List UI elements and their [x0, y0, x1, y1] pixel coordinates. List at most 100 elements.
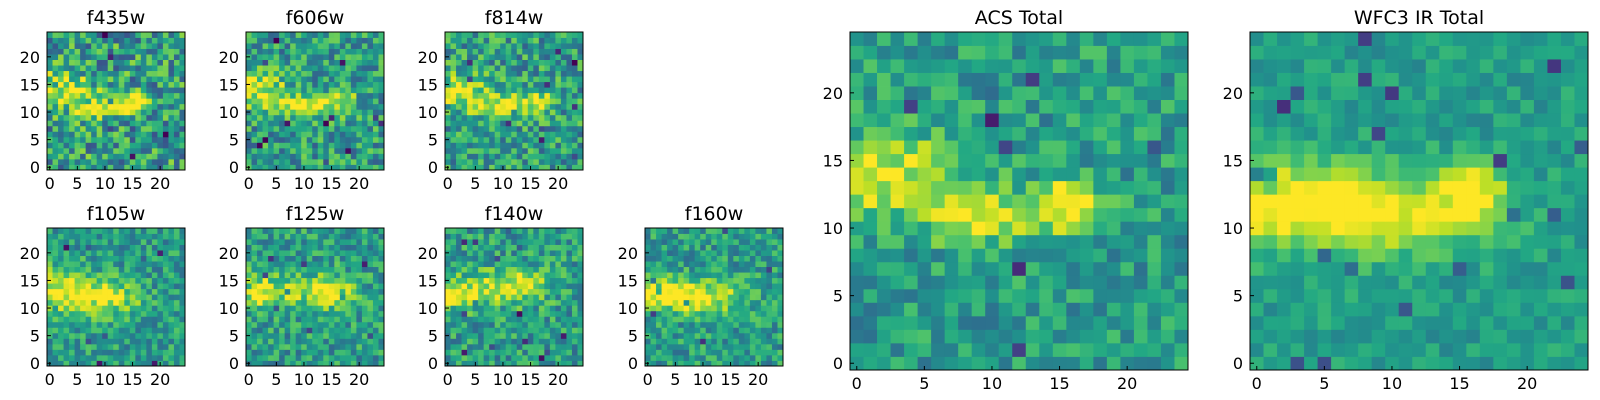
heatmap-cell — [378, 70, 385, 77]
heatmap-cell — [1039, 180, 1054, 195]
heatmap-cell — [890, 167, 905, 182]
heatmap-cell — [472, 48, 479, 55]
heatmap-cell — [157, 65, 164, 72]
heatmap-cell — [560, 228, 567, 234]
heatmap-cell — [549, 338, 556, 345]
heatmap-cell — [689, 250, 696, 256]
heatmap-cell — [279, 147, 286, 154]
heatmap-cell — [555, 103, 562, 110]
heatmap-cell — [538, 332, 545, 339]
heatmap-cell — [472, 343, 479, 350]
heatmap-cell — [135, 239, 142, 245]
heatmap-cell — [890, 126, 905, 141]
heatmap-cell — [146, 109, 153, 116]
heatmap-cell — [91, 70, 98, 77]
heatmap-cell — [69, 65, 75, 72]
heatmap-cell — [157, 305, 164, 312]
heatmap-cell — [246, 70, 252, 77]
x-tick-label: 15 — [321, 174, 341, 193]
heatmap-cell — [533, 332, 540, 339]
heatmap-cell — [323, 272, 330, 279]
heatmap-cell — [323, 136, 330, 143]
heatmap-cell — [722, 294, 729, 301]
heatmap-cell — [445, 120, 451, 127]
heatmap-cell — [179, 261, 186, 268]
heatmap-cell — [339, 283, 346, 290]
heatmap-cell — [516, 239, 523, 245]
heatmap-cell — [1093, 302, 1108, 317]
heatmap-cell — [1079, 167, 1094, 182]
heatmap-cell — [863, 221, 878, 236]
heatmap-cell — [755, 321, 762, 328]
heatmap-cell — [251, 136, 258, 143]
y-tick-label: 20 — [20, 48, 40, 67]
heatmap-cell — [711, 354, 718, 361]
heatmap-cell — [777, 332, 784, 339]
heatmap-cell — [334, 48, 341, 55]
heatmap-cell — [656, 299, 662, 306]
heatmap-cell — [456, 54, 462, 60]
heatmap-cell — [279, 277, 286, 284]
heatmap-cell — [505, 153, 512, 160]
heatmap-cell — [168, 327, 175, 334]
heatmap-cell — [356, 354, 363, 361]
heatmap-cell — [678, 277, 685, 284]
heatmap-cell — [560, 98, 567, 105]
heatmap-cell — [168, 92, 175, 99]
heatmap-cell — [295, 305, 302, 312]
heatmap-cell — [140, 305, 147, 312]
heatmap-cell — [246, 233, 252, 240]
heatmap-cell — [268, 125, 274, 132]
heatmap-cell — [317, 327, 324, 334]
heatmap-cell — [445, 43, 451, 49]
heatmap-cell — [378, 43, 385, 49]
heatmap-cell — [555, 153, 562, 160]
heatmap-cell — [328, 65, 335, 72]
heatmap-cell — [284, 305, 291, 312]
heatmap-cell — [96, 327, 103, 334]
heatmap-cell — [273, 283, 280, 290]
heatmap-cell — [124, 354, 131, 361]
heatmap-cell — [1147, 302, 1162, 317]
heatmap-cell — [157, 277, 164, 284]
heatmap-cell — [538, 54, 545, 60]
heatmap-cell — [489, 54, 496, 60]
heatmap-cell — [295, 136, 302, 143]
heatmap-cell — [533, 349, 540, 356]
heatmap-cell — [63, 70, 70, 77]
heatmap-cell — [931, 302, 946, 317]
heatmap-cell — [146, 294, 153, 301]
heatmap-cell — [334, 360, 341, 367]
heatmap-cell — [1039, 329, 1054, 344]
heatmap-cell — [356, 76, 363, 83]
heatmap-cell — [456, 131, 462, 138]
heatmap-cell — [650, 310, 657, 317]
heatmap-cell — [1012, 167, 1027, 182]
heatmap-cell — [672, 250, 679, 256]
heatmap-cell — [179, 109, 186, 116]
heatmap-cell — [450, 153, 457, 160]
heatmap-cell — [317, 272, 324, 279]
heatmap-cell — [295, 70, 302, 77]
heatmap-cell — [538, 131, 545, 138]
heatmap-cell — [179, 37, 186, 44]
heatmap-cell — [301, 261, 308, 268]
heatmap-cell — [661, 288, 668, 295]
heatmap-cell — [284, 255, 291, 262]
heatmap-cell — [744, 272, 751, 279]
heatmap-cell — [511, 239, 518, 245]
heatmap-cell — [890, 180, 905, 195]
heatmap-cell — [760, 360, 767, 367]
heatmap-cell — [478, 338, 485, 345]
heatmap-cell — [345, 299, 352, 306]
heatmap-cell — [683, 332, 690, 339]
heatmap-cell — [904, 329, 918, 344]
heatmap-cell — [262, 65, 269, 72]
heatmap-cell — [555, 299, 562, 306]
heatmap-cell — [80, 272, 87, 279]
heatmap-cell — [179, 164, 186, 171]
heatmap-cell — [151, 277, 158, 284]
heatmap-cell — [985, 140, 1000, 155]
heatmap-cell — [262, 43, 269, 49]
